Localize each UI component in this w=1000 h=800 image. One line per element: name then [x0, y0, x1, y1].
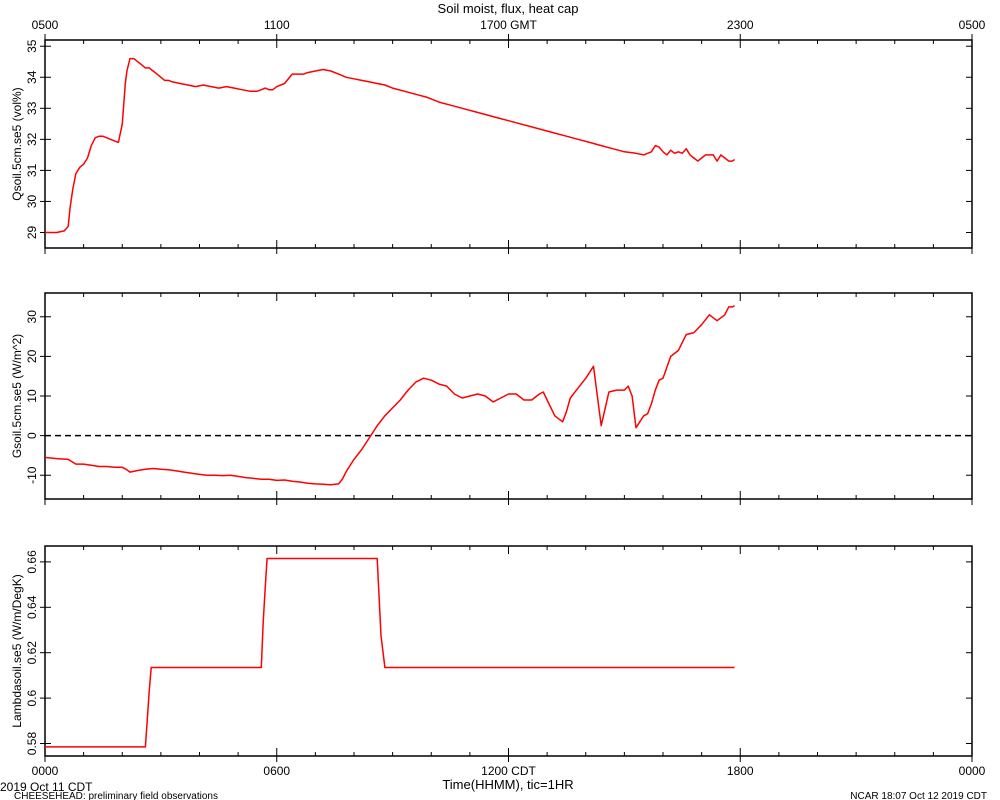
footer-date: 2019 Oct 11 CDT: [0, 780, 93, 794]
y-axis-label: Gsoil.5cm.se5 (W/m^2): [10, 334, 24, 458]
y-tick-label: 0.66: [25, 550, 39, 574]
plot-frame: [44, 545, 973, 757]
y-tick-label: 20: [25, 349, 39, 363]
top-tick-label: 2300: [727, 18, 754, 32]
top-tick-label: 1100: [264, 18, 290, 32]
y-tick-label: 29: [25, 225, 39, 239]
top-axis-gmt: 0500 1100 1700 GMT 2300 0500: [32, 18, 986, 40]
bottom-tick-label: 0600: [263, 764, 290, 778]
y-tick-label: 30: [25, 194, 39, 208]
footer-credit: NCAR 18:07 Oct 12 2019 CDT: [850, 791, 987, 800]
footer-project: CHEESEHEAD: preliminary field observatio…: [14, 791, 218, 800]
top-tick-label: 1700 GMT: [480, 18, 537, 32]
y-tick-label: 0: [25, 432, 39, 439]
bottom-tick-label: 1200 CDT: [481, 764, 536, 778]
chart-title: Soil moist, flux, heat cap: [438, 1, 579, 16]
y-tick-label: -10: [25, 466, 39, 484]
bottom-tick-label: 0000: [32, 764, 59, 778]
y-axis-label: Qsoil.5cm.se5 (vol%): [10, 87, 24, 200]
y-tick-label: 35: [25, 39, 39, 53]
y-tick-label: 30: [25, 310, 39, 324]
y-tick-label: 31: [25, 163, 39, 177]
bottom-axis-cdt: 0000 0600 1200 CDT 1800 0000: [32, 764, 986, 778]
y-tick-label: 0.58: [25, 732, 39, 756]
top-tick-label: 0500: [32, 18, 59, 32]
top-tick-label: 0500: [959, 18, 986, 32]
x-axis-label: Time(HHMM), tic=1HR: [442, 777, 573, 792]
bottom-tick-label: 1800: [727, 764, 754, 778]
panel-1: 29 30 31 32 33 34 35 Qsoil.5cm.se5 (vol%): [10, 39, 973, 254]
y-tick-label: 33: [25, 101, 39, 115]
y-tick-label: 0.62: [25, 641, 39, 665]
plot-frame: [44, 39, 973, 249]
y-tick-label: 0.64: [25, 595, 39, 619]
series-line: [44, 305, 735, 486]
series-line: [45, 57, 735, 234]
plot-frame: [44, 292, 973, 500]
y-tick-label: 0.6: [25, 689, 39, 706]
series-line: [45, 557, 735, 748]
bottom-tick-label: 0000: [959, 764, 986, 778]
y-tick-label: 32: [25, 132, 39, 146]
chart-panels: 29 30 31 32 33 34 35 Qsoil.5cm.se5 (vol%) -10 0 10…: [10, 39, 973, 762]
y-tick-label: 34: [25, 70, 39, 84]
y-tick-label: 10: [25, 389, 39, 403]
y-axis-label: Lambdasoil.se5 (W/m/DegK): [10, 574, 24, 727]
